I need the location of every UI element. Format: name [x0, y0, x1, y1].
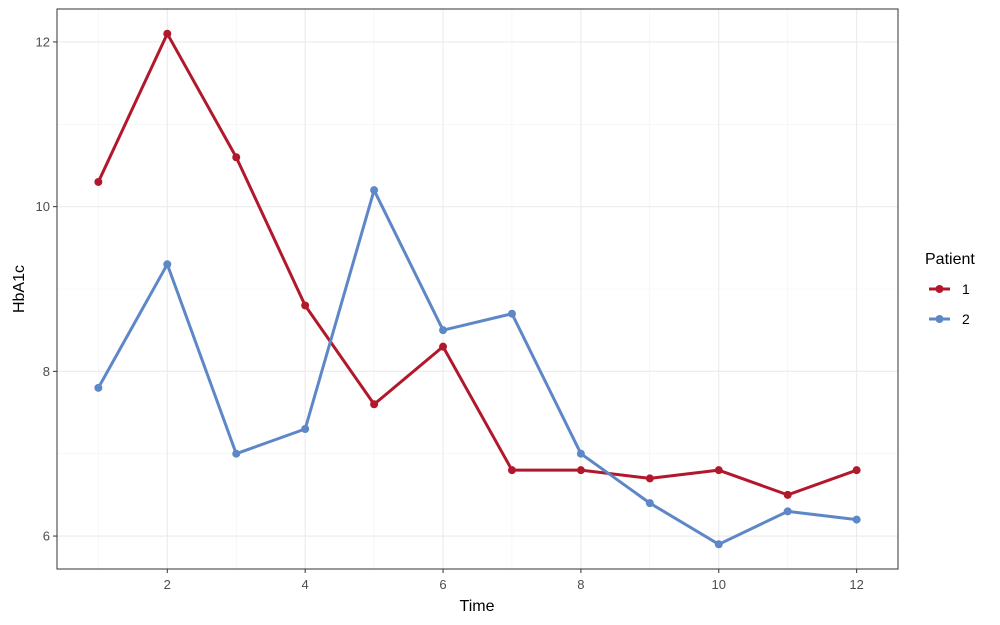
series-2-point: [576, 449, 585, 458]
series-2-point: [507, 309, 516, 318]
series-1-point: [94, 177, 103, 186]
legend-key-point: [935, 315, 944, 323]
x-tick-label: 6: [439, 577, 446, 592]
series-1-point: [370, 400, 379, 409]
series-1-point: [783, 490, 792, 499]
series-1-point: [714, 466, 723, 475]
series-2-point: [94, 383, 103, 392]
series-1-point: [301, 301, 310, 310]
series-2-point: [852, 515, 861, 524]
series-1-point: [576, 466, 585, 475]
x-axis-title: Time: [460, 598, 495, 615]
legend-key-point: [935, 285, 944, 293]
x-tick-label: 12: [849, 577, 863, 592]
plot-panel-border: [56, 8, 899, 570]
series-1-point: [163, 29, 172, 38]
series-2-point: [783, 507, 792, 516]
series-2-point: [370, 186, 379, 195]
x-tick-label: 10: [712, 577, 726, 592]
series-2-point: [301, 425, 310, 433]
series-2-point: [645, 499, 654, 508]
x-axis-ticks: 2 4 6 8 10 12: [164, 569, 864, 592]
minor-gridlines: [57, 9, 898, 569]
y-tick-label: 8: [43, 364, 50, 379]
series-2-point: [163, 260, 172, 269]
y-tick-label: 10: [36, 199, 50, 214]
y-axis-ticks: 6 8 10 12: [36, 34, 57, 544]
legend: Patient 1 2: [925, 251, 975, 327]
y-tick-label: 12: [36, 34, 50, 49]
series-2-point: [714, 540, 723, 549]
y-axis-title: HbA1c: [11, 265, 28, 313]
x-tick-label: 4: [302, 577, 309, 592]
x-tick-label: 8: [577, 577, 584, 592]
y-tick-label: 6: [43, 529, 50, 544]
series-1-point: [852, 466, 861, 475]
series-layer: [94, 29, 861, 549]
series-2-point: [439, 326, 448, 335]
legend-title: Patient: [925, 251, 975, 268]
x-tick-label: 2: [164, 577, 171, 592]
legend-label: 1: [962, 281, 970, 297]
series-2-point: [232, 449, 241, 458]
legend-label: 2: [962, 311, 970, 327]
series-2-line: [96, 188, 859, 546]
series-1-point: [507, 466, 516, 475]
series-1-point: [439, 342, 448, 351]
major-gridlines: [57, 9, 898, 569]
series-1-point: [232, 153, 241, 162]
series-1-line: [96, 32, 859, 497]
series-1-point: [645, 474, 654, 483]
